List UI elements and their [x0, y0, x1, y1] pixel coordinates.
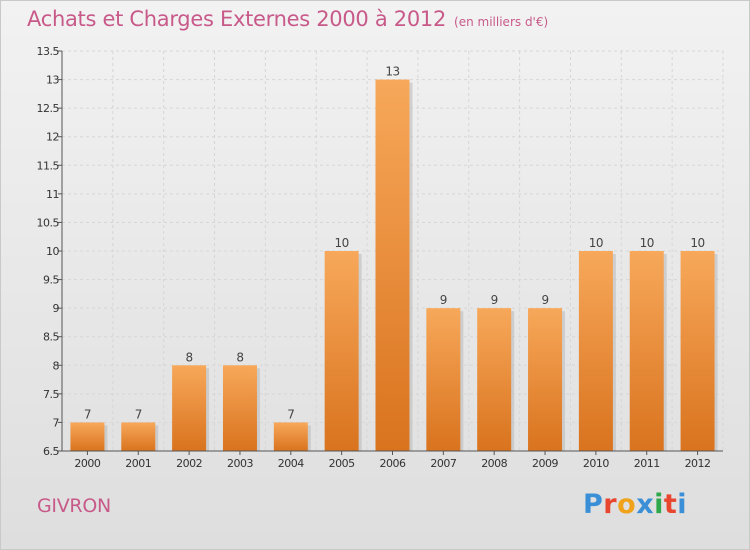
data-label: 10 [690, 236, 704, 250]
bar-2006 [375, 79, 410, 452]
y-tick-label: 8 [53, 359, 60, 372]
bar-2003 [222, 365, 257, 451]
y-tick-label: 7.5 [43, 388, 59, 401]
bar-2001 [121, 422, 156, 451]
y-tick-label: 11 [46, 188, 59, 201]
data-label: 8 [236, 350, 243, 364]
y-tick-label: 10 [46, 245, 59, 258]
bar-2012 [680, 251, 715, 451]
x-tick-label: 2005 [329, 457, 355, 470]
y-tick-label: 12 [46, 131, 59, 144]
y-tick-label: 8.5 [43, 331, 59, 344]
y-tick-label: 9.5 [43, 274, 59, 287]
proxiti-logo: Proxiti [583, 489, 687, 520]
data-labels: 7 7 8 8 7 10 13 9 9 9 10 10 10 [84, 65, 705, 422]
data-label: 10 [335, 236, 349, 250]
data-label: 10 [589, 236, 603, 250]
bars [70, 79, 718, 452]
logo-letter: x [636, 489, 655, 520]
bar-2008 [477, 308, 512, 451]
chart-title: Achats et Charges Externes 2000 à 2012 (e… [27, 7, 549, 31]
bar-2004 [273, 422, 308, 451]
y-tick-label: 11.5 [37, 159, 60, 172]
data-label: 7 [135, 407, 142, 421]
bar-2011 [629, 251, 664, 451]
data-label: 8 [186, 350, 193, 364]
data-label: 9 [440, 293, 447, 307]
logo-letter: o [617, 489, 637, 520]
x-tick-label: 2007 [430, 457, 456, 470]
x-tick-label: 2011 [634, 457, 660, 470]
bar-2005 [324, 251, 359, 451]
x-tick-label: 2003 [227, 457, 253, 470]
x-tick-label: 2001 [125, 457, 151, 470]
x-tick-label: 2004 [278, 457, 304, 470]
x-tick-label: 2010 [583, 457, 609, 470]
x-tick-label: 2012 [685, 457, 711, 470]
y-tick-label: 9 [53, 302, 60, 315]
y-tick-label: 7 [53, 416, 60, 429]
data-label: 10 [640, 236, 654, 250]
y-tick-label: 13.5 [37, 45, 60, 58]
y-tick-label: 12.5 [37, 102, 60, 115]
logo-letter: P [583, 489, 604, 520]
logo-letter: t [663, 489, 678, 520]
axes: 6.5 7 7.5 8 8.5 9 9.5 10 10.5 11 11.5 12 12.5 13 13.5 2… [37, 45, 723, 470]
y-tick-label: 6.5 [43, 445, 59, 458]
x-tick-label: 2002 [176, 457, 202, 470]
bar-2000 [70, 422, 105, 451]
logo-letter: i [654, 489, 664, 520]
data-label: 7 [84, 407, 91, 421]
chart-subtitle: (en milliers d'€) [454, 15, 549, 29]
x-tick-label: 2006 [380, 457, 406, 470]
commune-name: GIVRON [37, 495, 111, 517]
data-label: 13 [385, 65, 399, 79]
x-tick-label: 2008 [481, 457, 507, 470]
y-tick-label: 13 [46, 74, 59, 87]
logo-letter: i [677, 489, 688, 520]
bar-2009 [528, 308, 563, 451]
x-tick-label: 2009 [532, 457, 558, 470]
x-tick-label: 2000 [74, 457, 100, 470]
bar-2002 [172, 365, 207, 451]
logo-letter: r [603, 489, 618, 520]
data-label: 9 [491, 293, 498, 307]
y-tick-label: 10.5 [37, 216, 60, 229]
data-label: 7 [287, 407, 294, 421]
data-label: 9 [541, 293, 548, 307]
bar-2010 [578, 251, 613, 451]
bar-2007 [426, 308, 461, 451]
